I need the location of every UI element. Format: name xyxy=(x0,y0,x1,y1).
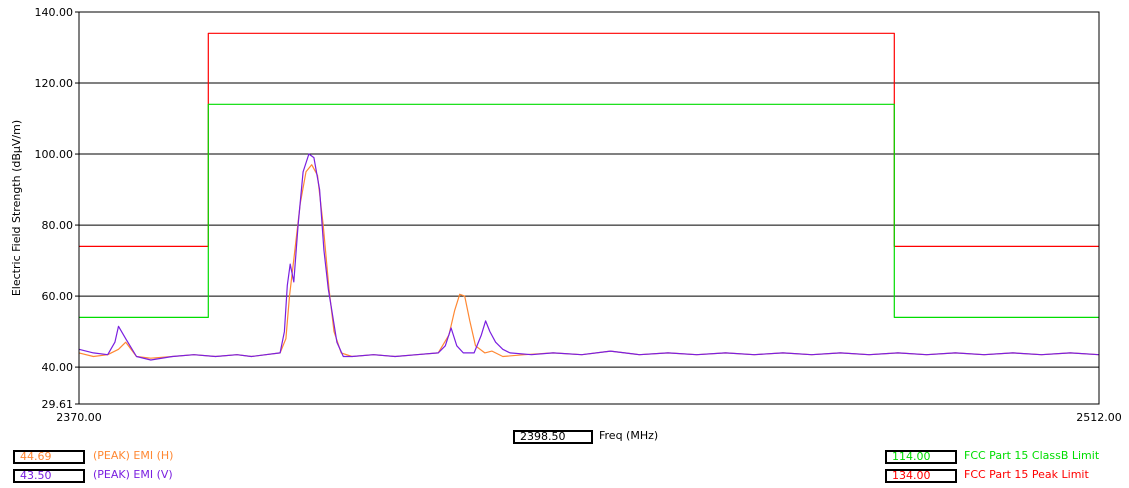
y-tick-labels: 140.00 120.00 100.00 80.00 60.00 40.00 29.61 xyxy=(35,6,79,411)
y-axis-label: Electric Field Strength (dBμV/m) xyxy=(10,120,23,296)
plot-frame xyxy=(78,11,1100,405)
legend-value-peak-limit: 134.00 xyxy=(885,469,957,483)
y-tick-label: 80.00 xyxy=(42,219,74,232)
legend-label-emi-v: (PEAK) EMI (V) xyxy=(93,468,173,481)
y-tick-label: 120.00 xyxy=(35,77,74,90)
y-tick-label: 140.00 xyxy=(35,6,74,19)
series-line-peak-emi-v xyxy=(78,153,1100,361)
y-tick-label: 100.00 xyxy=(35,148,74,161)
chart-traces xyxy=(78,32,1100,361)
legend-value-emi-v: 43.50 xyxy=(13,469,85,483)
series-line-peak-emi-h xyxy=(78,164,1100,359)
grid-lines xyxy=(79,82,1099,368)
x-tick-label-min: 2370.00 xyxy=(56,411,102,424)
y-tick-label: 60.00 xyxy=(42,290,74,303)
series-line-fcc-part-15-peak-limit xyxy=(79,32,1099,247)
legend-label-emi-h: (PEAK) EMI (H) xyxy=(93,449,174,462)
cursor-freq-box[interactable]: 2398.50 xyxy=(513,430,593,444)
legend-label-classb-limit: FCC Part 15 ClassB Limit xyxy=(964,449,1100,462)
y-tick-label: 40.00 xyxy=(42,361,74,374)
series-line-fcc-part-15-classb-limit xyxy=(79,103,1099,318)
x-tick-label-max: 2512.00 xyxy=(1076,411,1122,424)
legend-value-classb-limit: 114.00 xyxy=(885,450,957,464)
legend-value-emi-h: 44.69 xyxy=(13,450,85,464)
legend-label-peak-limit: FCC Part 15 Peak Limit xyxy=(964,468,1089,481)
x-axis-label: Freq (MHz) xyxy=(599,429,659,442)
y-tick-label: 29.61 xyxy=(42,398,74,411)
